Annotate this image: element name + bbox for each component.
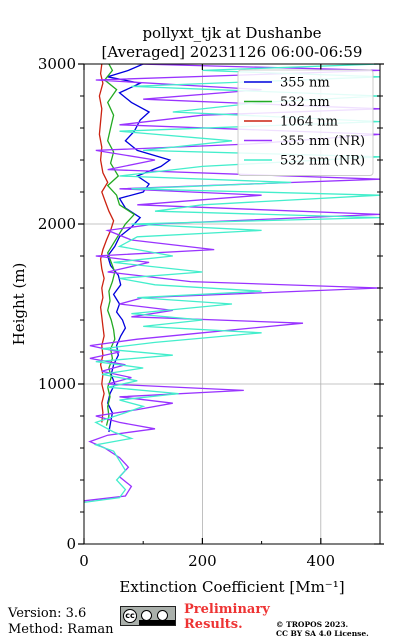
legend-label: 355 nm xyxy=(280,76,330,91)
cc-license-icon: cc xyxy=(120,606,176,626)
preliminary-notice: Preliminary Results. xyxy=(184,602,270,632)
legend: 355 nm 532 nm 1064 nm 355 nm (NR) 532 nm (NR… xyxy=(237,69,374,176)
plot-frame xyxy=(83,63,381,545)
y-axis-label: Height (m) xyxy=(10,263,28,346)
legend-label: 1064 nm xyxy=(280,115,338,130)
chart-subtitle: [Averaged] 20231126 06:00-06:59 xyxy=(102,43,363,61)
footer-info: Version: 3.6 Method: Raman xyxy=(8,606,114,638)
legend-box xyxy=(237,69,374,176)
series-line xyxy=(106,64,172,433)
axis-ticks: 0 200 400 0 1000 2000 3000 xyxy=(38,55,384,570)
legend-label: 532 nm (NR) xyxy=(280,154,365,169)
method-text: Method: Raman xyxy=(8,622,114,637)
chart-title: pollyxt_tjk at Dushanbe xyxy=(142,24,321,42)
preliminary-line2: Results. xyxy=(184,617,243,632)
legend-label: 532 nm xyxy=(280,95,330,110)
y-tick-label: 3000 xyxy=(38,55,76,73)
copyright-line1: © TROPOS 2023. xyxy=(276,620,349,629)
cc-strip xyxy=(139,620,175,625)
series-line xyxy=(84,64,380,502)
extinction-chart: pollyxt_tjk at Dushanbe [Averaged] 20231… xyxy=(10,24,384,596)
cc-icon: cc xyxy=(123,609,137,623)
x-tick-label: 0 xyxy=(79,552,89,570)
preliminary-line1: Preliminary xyxy=(184,602,270,617)
copyright-notice: © TROPOS 2023. CC BY SA 4.0 License. xyxy=(276,620,369,638)
y-tick-label: 2000 xyxy=(38,215,76,233)
series-line xyxy=(98,64,115,423)
x-tick-label: 400 xyxy=(306,552,335,570)
series-line xyxy=(84,64,380,504)
series-line xyxy=(103,64,136,426)
copyright-line2: CC BY SA 4.0 License. xyxy=(276,629,369,638)
y-tick-label: 1000 xyxy=(38,375,76,393)
series-lines xyxy=(84,64,380,504)
legend-label: 355 nm (NR) xyxy=(280,134,365,149)
x-tick-label: 200 xyxy=(188,552,217,570)
y-tick-label: 0 xyxy=(66,535,76,553)
x-axis-label: Extinction Coefficient [Mm⁻¹] xyxy=(119,578,344,596)
version-text: Version: 3.6 xyxy=(8,606,87,621)
